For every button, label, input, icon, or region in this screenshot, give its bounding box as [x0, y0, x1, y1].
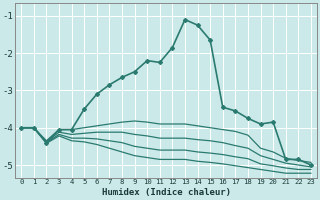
X-axis label: Humidex (Indice chaleur): Humidex (Indice chaleur) [101, 188, 231, 197]
